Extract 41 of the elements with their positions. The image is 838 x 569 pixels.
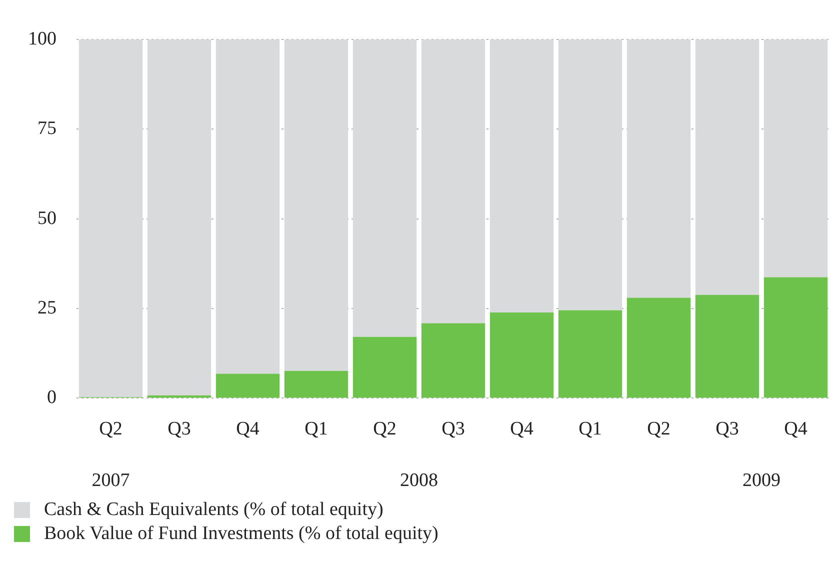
x-tick-label: Q3 [716, 418, 739, 440]
bar [78, 39, 143, 398]
bar [764, 39, 828, 278]
y-tick-label: 50 [38, 208, 56, 229]
y-tick-label: 100 [28, 28, 56, 50]
x-tick-label: Q1 [304, 418, 328, 440]
x-tick-label: Q4 [510, 418, 534, 440]
x-tick-label: Q2 [373, 418, 396, 440]
x-tick-label: Q3 [168, 418, 191, 440]
bar [764, 277, 828, 398]
bar [421, 323, 486, 398]
bar [216, 39, 280, 374]
x-tick-label: Q1 [578, 418, 602, 440]
text: 2009 [742, 470, 780, 491]
y-tick-label: 25 [38, 297, 56, 318]
bar [284, 39, 348, 371]
y-tick-label: 75 [38, 118, 56, 140]
bar [147, 39, 212, 396]
x-tick-label: Q2 [647, 418, 670, 440]
bar [352, 336, 417, 398]
bar [490, 39, 554, 312]
bar [695, 294, 760, 398]
bar [284, 370, 348, 398]
x-tick-label: Q4 [784, 418, 808, 440]
bar [695, 39, 760, 295]
x-tick-label: Q2 [99, 418, 122, 440]
bar [352, 39, 417, 337]
x-tick-label: Q3 [442, 418, 465, 440]
bar [626, 39, 691, 298]
bar [626, 298, 691, 398]
bar [558, 310, 622, 398]
x-tick-label: Q4 [236, 418, 260, 440]
legend-label: Cash & Cash Equivalents (% of total equity) [44, 498, 384, 522]
bar [558, 39, 622, 310]
text: 2008 [400, 470, 438, 491]
bar [421, 39, 486, 324]
legend-label: Book Value of Fund Investments (% of total equity) [44, 522, 438, 546]
bar [490, 312, 554, 398]
text: 2007 [92, 470, 130, 491]
y-tick-label: 0 [47, 387, 56, 408]
bar [216, 374, 280, 398]
